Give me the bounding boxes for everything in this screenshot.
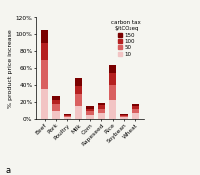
Bar (52, 96, 60, 100)
Bar (41, 60, 48, 89)
Bar (132, 104, 139, 106)
Bar (64, 116, 71, 117)
Bar (41, 89, 48, 119)
Bar (52, 100, 60, 104)
Bar (98, 109, 105, 113)
Bar (132, 109, 139, 113)
Bar (98, 103, 105, 106)
Bar (41, 30, 48, 43)
Bar (109, 100, 116, 119)
Bar (120, 116, 128, 117)
Bar (109, 85, 116, 100)
Bar (86, 115, 94, 119)
Bar (86, 109, 94, 111)
Bar (120, 115, 128, 116)
Bar (75, 86, 82, 94)
Bar (86, 106, 94, 109)
Bar (75, 94, 82, 106)
Bar (64, 115, 71, 116)
Legend: 150, 100, 50, 10: 150, 100, 50, 10 (110, 19, 142, 58)
Y-axis label: % product price increase: % product price increase (8, 29, 13, 108)
Bar (120, 117, 128, 119)
Bar (64, 117, 71, 119)
Bar (52, 104, 60, 111)
Bar (132, 106, 139, 109)
Bar (120, 114, 128, 115)
Bar (75, 106, 82, 119)
Bar (41, 43, 48, 60)
Bar (109, 73, 116, 85)
Bar (109, 65, 116, 73)
Bar (64, 114, 71, 115)
Bar (75, 78, 82, 86)
Bar (86, 111, 94, 115)
Bar (52, 111, 60, 119)
Bar (132, 113, 139, 119)
Bar (98, 113, 105, 119)
Text: a: a (6, 166, 11, 175)
Bar (98, 106, 105, 109)
